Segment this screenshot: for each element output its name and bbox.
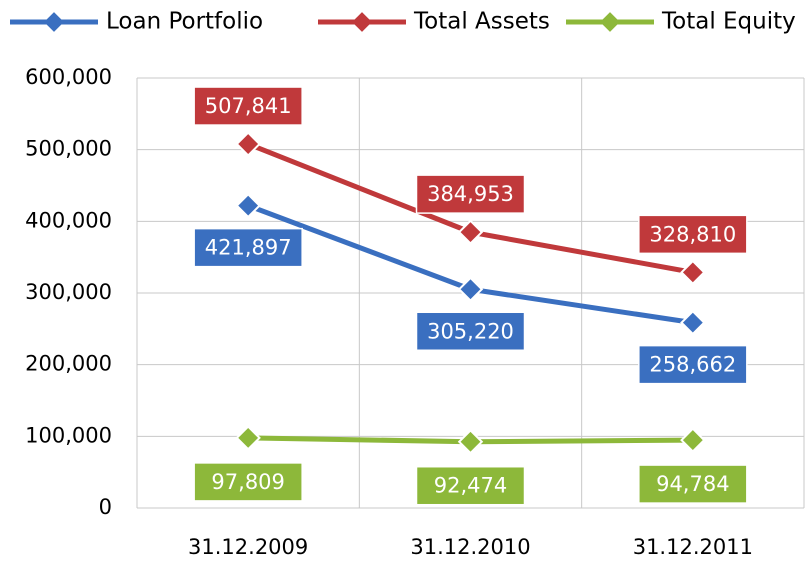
data-label: 97,809	[211, 470, 284, 494]
data-label: 258,662	[649, 353, 736, 377]
legend-marker	[44, 12, 64, 32]
label-box	[415, 311, 526, 352]
legend-marker	[352, 12, 372, 32]
label-box	[193, 227, 303, 268]
legend-label: Loan Portfolio	[106, 9, 263, 35]
label-box	[415, 174, 526, 214]
point-marker	[235, 425, 261, 451]
label-box	[638, 214, 748, 255]
data-label: 94,784	[656, 472, 729, 496]
point-marker	[235, 192, 261, 219]
y-tick-label: 100,000	[25, 423, 112, 447]
label-box	[193, 86, 303, 126]
data-label: 92,474	[434, 474, 507, 498]
point-marker	[680, 427, 706, 453]
legend-label: Total Equity	[661, 9, 796, 35]
point-marker	[457, 276, 484, 302]
point-marker	[235, 131, 261, 157]
data-label: 328,810	[649, 222, 736, 246]
point-marker	[457, 219, 484, 245]
point-marker	[680, 259, 706, 286]
point-marker	[680, 309, 706, 336]
label-box	[638, 464, 748, 504]
label-box	[638, 344, 748, 385]
label-box	[193, 462, 303, 502]
x-tick-label: 31.12.2011	[633, 535, 753, 559]
y-tick-label: 600,000	[25, 65, 112, 89]
y-tick-label: 300,000	[25, 280, 112, 304]
y-tick-label: 400,000	[25, 208, 112, 232]
y-tick-label: 500,000	[25, 137, 112, 161]
y-tick-label: 0	[99, 495, 112, 519]
legend-marker	[600, 12, 620, 32]
point-marker	[457, 428, 484, 455]
data-label: 507,841	[205, 94, 292, 118]
y-tick-label: 200,000	[25, 352, 112, 376]
label-box	[415, 465, 526, 506]
legend-label: Total Assets	[413, 9, 550, 35]
data-label: 421,897	[205, 236, 292, 260]
data-label: 384,953	[427, 182, 514, 206]
data-label: 305,220	[427, 319, 514, 343]
x-tick-label: 31.12.2010	[410, 535, 530, 559]
x-tick-label: 31.12.2009	[188, 535, 308, 559]
